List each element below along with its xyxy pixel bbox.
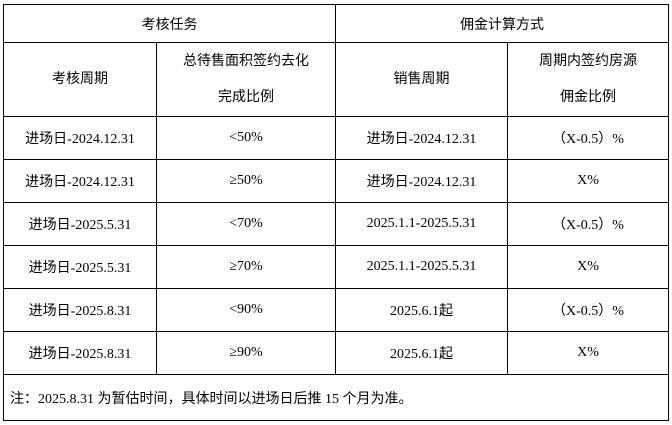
table-cell: X% [507, 331, 669, 375]
table-cell: 进场日-2024.12.31 [3, 116, 157, 160]
header-text: 周期内签约房源 [539, 53, 637, 69]
table-row: 进场日-2025.8.31 <90% 2025.6.1起 （X-0.5）% [3, 288, 669, 332]
document-page: 考核任务 佣金计算方式 考核周期 总待售面积签约去化 完成比例 销售周期 周期内签… [0, 4, 672, 425]
table-cell: 进场日-2024.12.31 [335, 116, 508, 160]
table-cell: ≥90% [156, 331, 336, 375]
table-cell: 进场日-2025.8.31 [3, 288, 157, 332]
table-cell: 进场日-2025.5.31 [3, 245, 157, 289]
table-row: 进场日-2025.5.31 ≥70% 2025.1.1-2025.5.31 X% [3, 245, 669, 289]
table-cell: ≥70% [156, 245, 336, 289]
table-cell: <70% [156, 202, 336, 246]
header-commission-ratio: 周期内签约房源 佣金比例 [507, 42, 669, 117]
header-commission-method: 佣金计算方式 [335, 4, 669, 43]
table-row: 进场日-2024.12.31 <50% 进场日-2024.12.31 （X-0.… [3, 116, 669, 160]
header-assessment-period: 考核周期 [3, 42, 157, 117]
header-assessment-task: 考核任务 [3, 4, 336, 43]
header-sales-period: 销售周期 [335, 42, 508, 117]
table-cell: （X-0.5）% [507, 202, 669, 246]
table-cell: X% [507, 245, 669, 289]
header-completion-ratio: 总待售面积签约去化 完成比例 [156, 42, 336, 117]
table-cell: X% [507, 159, 669, 203]
table-cell: <50% [156, 116, 336, 160]
table-header-group-row: 考核任务 佣金计算方式 [3, 4, 669, 43]
header-text: 考核周期 [52, 71, 108, 87]
table-cell: ≥50% [156, 159, 336, 203]
table-cell: 进场日-2024.12.31 [335, 159, 508, 203]
table-row: 进场日-2024.12.31 ≥50% 进场日-2024.12.31 X% [3, 159, 669, 203]
commission-assessment-table: 考核任务 佣金计算方式 考核周期 总待售面积签约去化 完成比例 销售周期 周期内签… [3, 4, 669, 421]
table-row: 进场日-2025.5.31 <70% 2025.1.1-2025.5.31 （X… [3, 202, 669, 246]
header-text: 完成比例 [218, 89, 274, 105]
header-text: 总待售面积签约去化 [183, 53, 309, 69]
table-header-row: 考核周期 总待售面积签约去化 完成比例 销售周期 周期内签约房源 佣金比例 [3, 42, 669, 117]
table-cell: 进场日-2024.12.31 [3, 159, 157, 203]
table-note: 注：2025.8.31 为暂估时间，具体时间以进场日后推 15 个月为准。 [3, 374, 669, 421]
table-cell: 2025.1.1-2025.5.31 [335, 245, 508, 289]
table-row: 进场日-2025.8.31 ≥90% 2025.6.1起 X% [3, 331, 669, 375]
header-text: 佣金比例 [560, 89, 616, 105]
table-cell: （X-0.5）% [507, 116, 669, 160]
table-cell: 进场日-2025.5.31 [3, 202, 157, 246]
table-cell: <90% [156, 288, 336, 332]
table-cell: （X-0.5）% [507, 288, 669, 332]
header-text: 销售周期 [393, 71, 450, 87]
table-cell: 2025.6.1起 [335, 331, 508, 375]
table-note-row: 注：2025.8.31 为暂估时间，具体时间以进场日后推 15 个月为准。 [3, 374, 669, 421]
table-cell: 进场日-2025.8.31 [3, 331, 157, 375]
table-cell: 2025.6.1起 [335, 288, 508, 332]
table-cell: 2025.1.1-2025.5.31 [335, 202, 508, 246]
